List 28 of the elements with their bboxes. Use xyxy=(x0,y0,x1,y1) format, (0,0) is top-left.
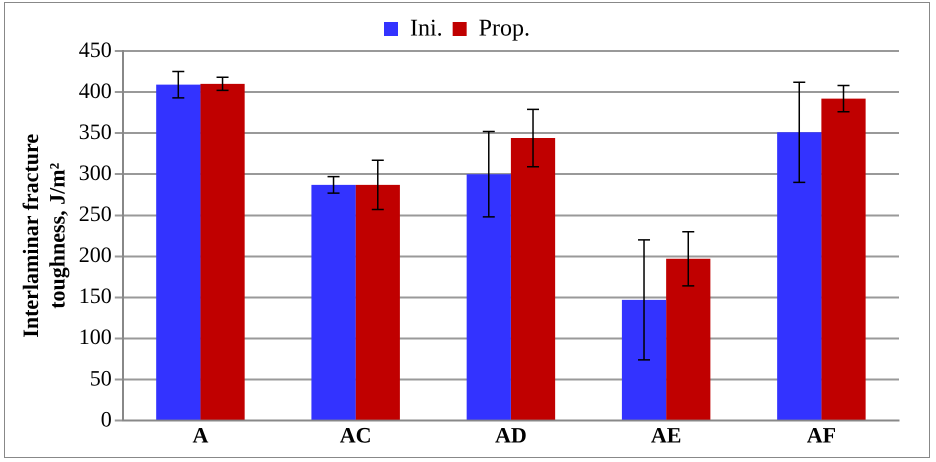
bar xyxy=(821,98,866,420)
y-tick-label: 200 xyxy=(78,242,112,268)
bar xyxy=(510,138,556,420)
bar xyxy=(156,84,200,420)
y-axis-title: Interlaminar fracture toughness, J/m² xyxy=(18,134,70,338)
y-tick-label: 250 xyxy=(78,201,112,226)
y-tick-label: 100 xyxy=(78,324,112,350)
bar xyxy=(777,132,822,420)
bar xyxy=(200,84,245,420)
legend-label: Ini. xyxy=(410,15,443,42)
bar xyxy=(466,174,511,420)
x-tick-label: AC xyxy=(340,422,372,448)
legend-label: Prop. xyxy=(478,15,530,42)
y-tick-label: 0 xyxy=(100,406,112,432)
x-tick-label: A xyxy=(192,422,208,448)
bar xyxy=(356,184,400,420)
bar xyxy=(622,300,666,420)
x-tick-label: AF xyxy=(806,422,836,448)
y-tick-label: 300 xyxy=(78,160,112,185)
y-tick-label: 450 xyxy=(78,36,112,62)
x-tick-label: AD xyxy=(495,422,527,448)
y-tick-label: 400 xyxy=(78,78,112,103)
y-tick-label: 150 xyxy=(78,283,112,308)
bar xyxy=(666,258,710,420)
bar xyxy=(311,184,356,420)
x-tick-label: AE xyxy=(650,422,682,448)
y-tick-label: 350 xyxy=(78,118,112,144)
y-tick-label: 50 xyxy=(90,365,112,390)
